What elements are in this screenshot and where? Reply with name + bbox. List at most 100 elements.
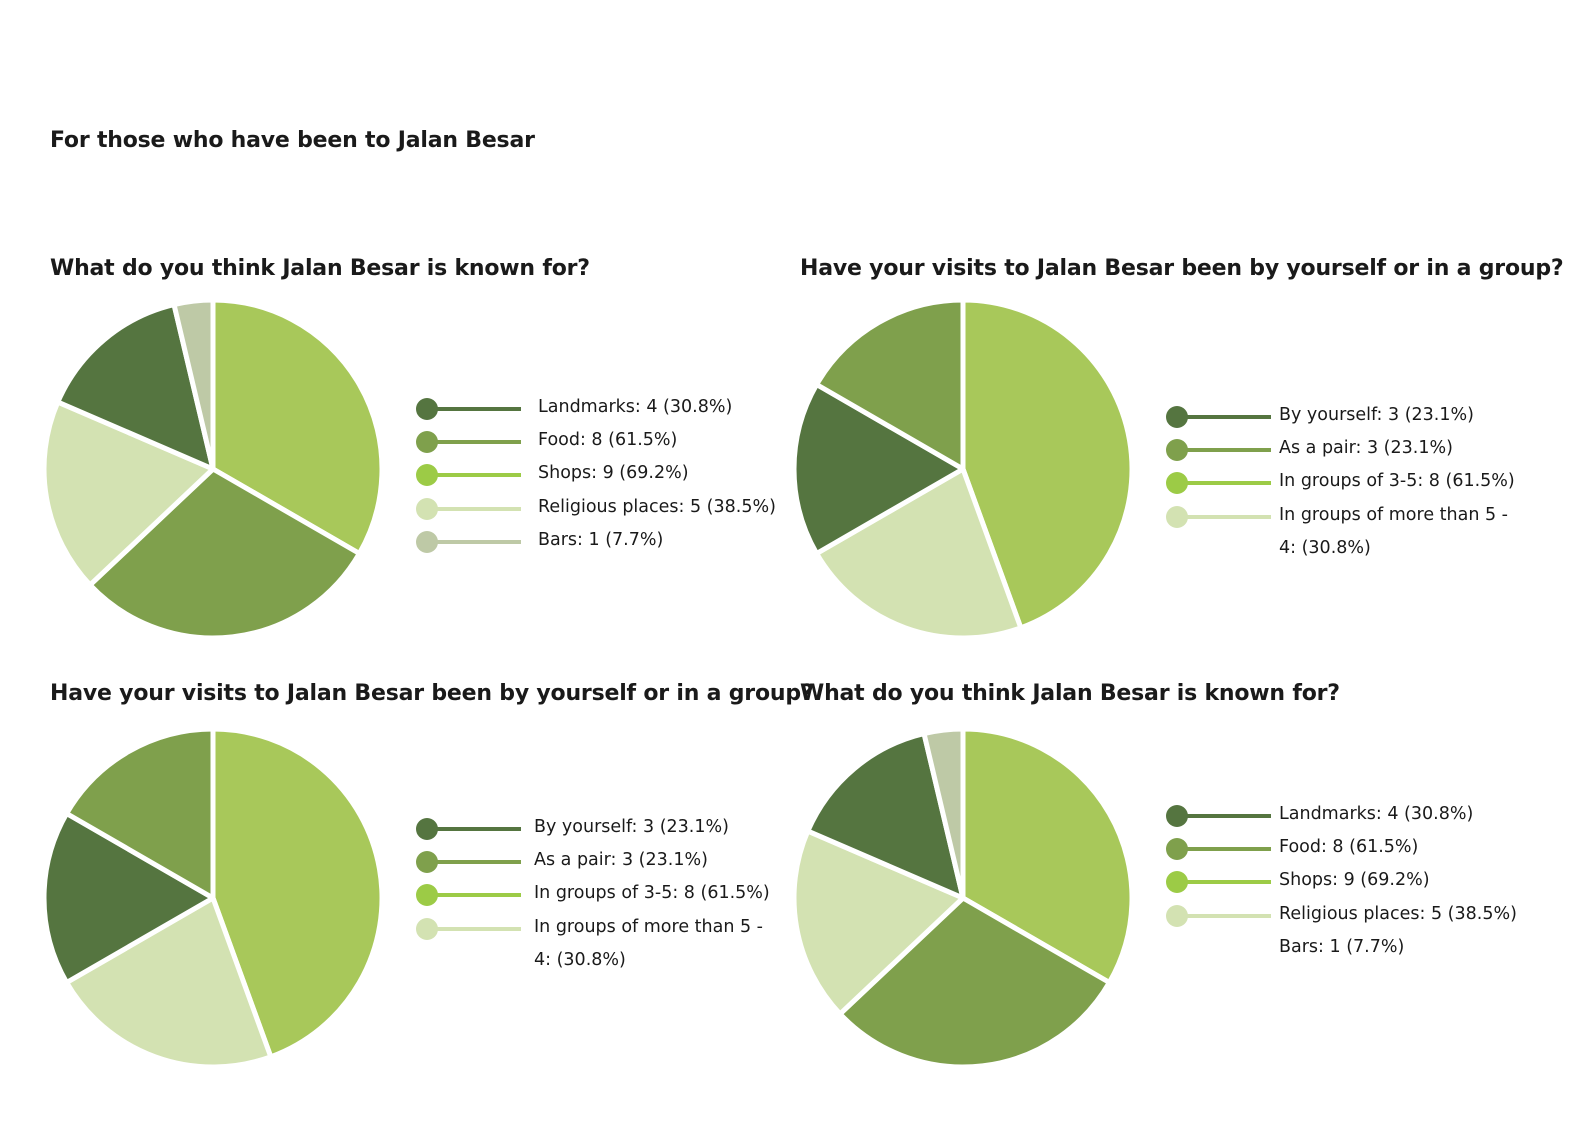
legend-dot [1166,406,1188,428]
page-title: For those who have been to Jalan Besar [50,128,535,153]
legend-line [1177,847,1271,852]
legend-marker [416,462,526,488]
pie-slice-shops [960,726,1135,985]
legend-item-religious-places: Religious places: 5 (38.5%) [1166,903,1566,937]
pie-slice-shops [210,297,385,556]
legend-line [427,407,521,411]
pie-slice-by-yourself [41,811,216,985]
legend-label: Religious places: 5 (38.5%) [1279,903,1517,924]
legend-marker [416,916,526,942]
legend-label: Shops: 9 (69.2%) [1279,870,1430,891]
pie-slice-by-yourself [791,382,966,556]
legend-line [427,860,521,865]
legend-dot [416,851,438,874]
legend-item-by-yourself: By yourself: 3 (23.1%) [1166,404,1566,438]
legend-line [427,440,521,445]
pie-slice-food [87,466,362,641]
legend-item-food: Food: 8 (61.5%) [1166,836,1566,870]
pie-slice-bars [171,297,216,472]
legend-marker [416,396,526,422]
legend-line [427,926,521,931]
pie-chart [791,297,1135,641]
legend-dot [1166,838,1188,861]
legend-dot [416,464,438,487]
legend-marker [1166,869,1276,895]
legend-marker [416,849,526,875]
legend-label: Bars: 1 (7.7%) [538,529,664,550]
legend-marker [416,529,526,555]
legend-item-landmarks: Landmarks: 4 (30.8%) [416,396,816,430]
chart-title: Have your visits to Jalan Besar been by … [800,256,1564,281]
legend-label: By yourself: 3 (23.1%) [1279,405,1474,425]
legend-dot [416,917,438,940]
pie-slice-in-groups-of-more-than-5 [64,895,274,1070]
legend-dot [1166,505,1188,528]
legend-item-landmarks: Landmarks: 4 (30.8%) [1166,803,1566,837]
legend-dot [1166,439,1188,462]
pie-slice-religious-places [41,399,216,588]
legend-line [1177,880,1271,885]
legend-line [1177,448,1271,453]
legend-line [427,893,521,898]
legend-label: Bars: 1 (7.7%) [1279,936,1405,957]
legend-marker [416,429,526,455]
legend-dot [416,497,438,520]
pie-slice-religious-places [791,828,966,1017]
legend-line [1177,415,1271,419]
pie-slice-as-a-pair [64,726,216,901]
legend-label: By yourself: 3 (23.1%) [534,817,729,837]
legend-label: In groups of 3-5: 8 (61.5%) [1279,471,1515,492]
legend-marker [1166,803,1276,829]
legend-dot [1166,904,1188,927]
legend-dot [416,398,438,420]
legend-label: Food: 8 (61.5%) [538,430,678,451]
pie-slice-in-groups-of-3-5 [960,297,1135,631]
legend-marker [416,816,526,842]
legend-marker [1166,437,1276,463]
legend-marker [416,882,526,908]
legend-item-as-a-pair: As a pair: 3 (23.1%) [416,849,816,883]
legend-label: In groups of 3-5: 8 (61.5%) [534,883,770,904]
pie-chart [41,726,385,1070]
legend-line [427,539,521,544]
legend-line [427,473,521,478]
legend-marker [1166,504,1276,530]
legend-item-bars: Bars: 1 (7.7%) [1166,936,1566,970]
legend-line [427,827,521,831]
legend-line [1177,481,1271,486]
legend-marker [1166,404,1276,430]
chart-title: Have your visits to Jalan Besar been by … [50,681,814,706]
legend-label: As a pair: 3 (23.1%) [1279,438,1453,459]
legend-label: Religious places: 5 (38.5%) [538,496,776,517]
legend-line [427,506,521,511]
pie-chart [791,726,1135,1070]
legend-line [1177,913,1271,918]
legend-item-religious-places: Religious places: 5 (38.5%) [416,496,816,530]
legend-dot [1166,472,1188,495]
legend-label: Landmarks: 4 (30.8%) [1279,804,1474,824]
legend-item-in-groups-of-more-than-5: In groups of more than 5 - 4: (30.8%) [416,916,816,970]
legend-marker [1166,470,1276,496]
legend-item-in-groups-of-3-5: In groups of 3-5: 8 (61.5%) [1166,470,1566,504]
legend-label: In groups of more than 5 - 4: (30.8%) [534,916,763,970]
legend-line [1177,514,1271,519]
legend-item-bars: Bars: 1 (7.7%) [416,529,816,563]
chart-title: What do you think Jalan Besar is known f… [50,256,590,281]
legend-label: Food: 8 (61.5%) [1279,837,1419,858]
legend-label: Shops: 9 (69.2%) [538,463,689,484]
legend-marker [1166,836,1276,862]
legend-item-in-groups-of-3-5: In groups of 3-5: 8 (61.5%) [416,882,816,916]
pie-slice-landmarks [805,731,966,901]
legend-label: As a pair: 3 (23.1%) [534,850,708,871]
pie-slice-in-groups-of-3-5 [210,726,385,1060]
legend-item-by-yourself: By yourself: 3 (23.1%) [416,816,816,850]
legend-marker [1166,903,1276,929]
legend-item-shops: Shops: 9 (69.2%) [1166,869,1566,903]
pie-chart [41,297,385,641]
legend-line [1177,814,1271,818]
chart-title: What do you think Jalan Besar is known f… [800,681,1340,706]
pie-slice-bars [921,726,966,901]
pie-slice-in-groups-of-more-than-5 [814,466,1024,641]
pie-slice-food [837,895,1112,1070]
legend-item-shops: Shops: 9 (69.2%) [416,462,816,496]
